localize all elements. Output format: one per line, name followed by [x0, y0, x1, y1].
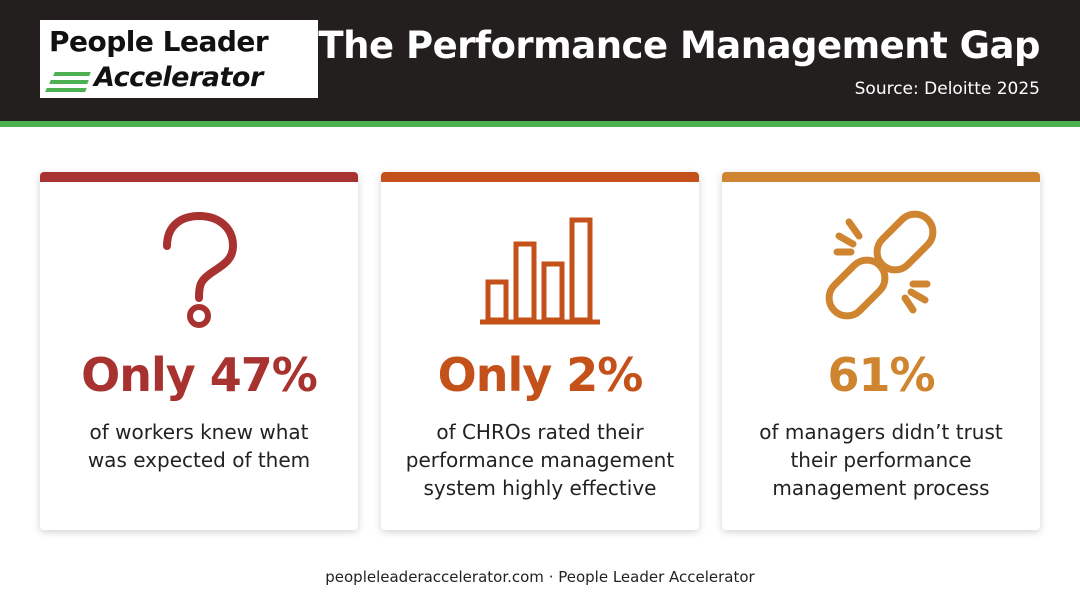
description-line: was expected of them	[87, 448, 311, 472]
logo-text: People Leader	[49, 25, 269, 58]
description-line: performance management	[405, 448, 675, 472]
stat-card: 61% of managers didn’t trust their perfo…	[722, 172, 1040, 530]
bar-chart-icon	[480, 217, 600, 325]
stat-card: Only 47% of workers knew what was expect…	[40, 172, 358, 530]
broken-link-icon	[825, 210, 937, 320]
stat: Only 2%	[437, 348, 644, 402]
description: of CHROs rated their performance managem…	[381, 418, 699, 502]
title: The Performance Management Gap	[318, 24, 1040, 67]
footer: peopleleaderaccelerator.com · People Lea…	[325, 568, 755, 586]
description-line: of workers knew what	[89, 420, 309, 444]
logo-text: Accelerator	[94, 62, 263, 93]
description: of workers knew what was expected of the…	[40, 418, 358, 474]
card-accent	[722, 172, 1040, 182]
question-icon	[163, 211, 238, 328]
description-line: their performance	[790, 448, 972, 472]
accent-stripe	[0, 121, 1080, 127]
stat: 61%	[827, 348, 935, 402]
description: of managers didn’t trust their performan…	[722, 418, 1040, 502]
description-line: of CHROs rated their	[436, 420, 644, 444]
logo: People Leader Accelerator	[40, 20, 318, 98]
description-line: system highly effective	[423, 476, 657, 500]
description-line: management process	[772, 476, 990, 500]
header: People Leader Accelerator The Performanc…	[0, 0, 1080, 121]
stat: Only 47%	[81, 348, 318, 402]
source: Source: Deloitte 2025	[854, 79, 1040, 99]
card-accent	[381, 172, 699, 182]
description-line: of managers didn’t trust	[759, 420, 1003, 444]
card-accent	[40, 172, 358, 182]
stat-card: Only 2% of CHROs rated their performance…	[381, 172, 699, 530]
